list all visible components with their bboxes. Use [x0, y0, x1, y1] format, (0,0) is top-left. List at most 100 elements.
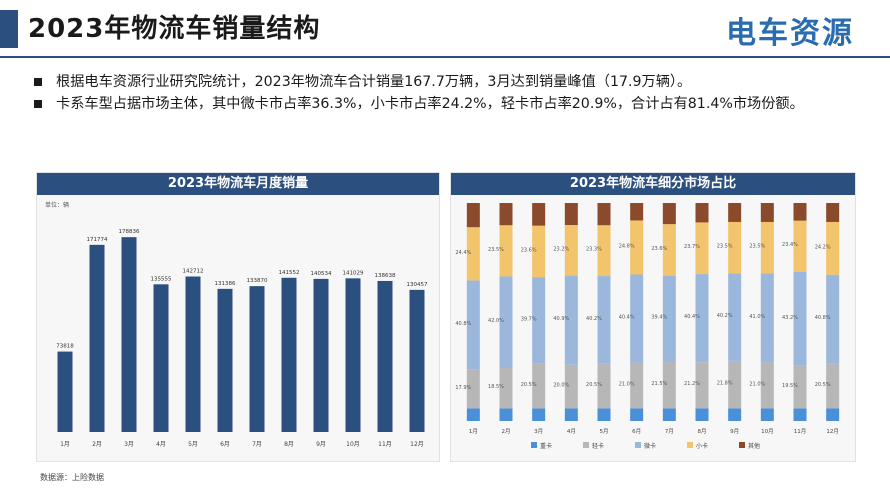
- x-tick-label: 3月: [534, 428, 543, 435]
- stack-segment: [532, 277, 546, 364]
- bar-value-label: 140534: [311, 271, 332, 277]
- monthly-sales-chart: 单位：辆 73818 1月 171774 2月 178836 3月 135555 4月 14271…: [45, 201, 428, 448]
- share-label-light-truck: 20.5%: [815, 382, 831, 388]
- stack-segment: [793, 408, 807, 421]
- bullet-square-icon: [34, 100, 42, 108]
- bar: [281, 277, 297, 432]
- bar-value-label: 141552: [279, 270, 300, 276]
- share-label-light-truck: 20.0%: [553, 383, 569, 389]
- legend-swatch: [531, 442, 537, 448]
- x-tick-label: 10月: [761, 428, 774, 435]
- stack-segment: [695, 222, 709, 275]
- x-tick-label: 6月: [220, 441, 230, 448]
- stack-segment: [662, 408, 676, 421]
- bullet-text: 根据电车资源行业研究院统计，2023年物流车合计销量167.7万辆，3月达到销量…: [56, 74, 692, 90]
- share-label-light-truck: 17.9%: [455, 385, 471, 391]
- share-label-micro-truck: 40.9%: [553, 316, 569, 322]
- stack-segment: [793, 203, 807, 221]
- share-label-micro-truck: 43.2%: [782, 315, 798, 321]
- stack-segment: [532, 225, 546, 278]
- stack-segment: [826, 203, 840, 222]
- segment-share-chart: 24.4% 40.8% 17.9% 1月 23.5% 42.0% 18.5% 2月 23.6% 3…: [455, 203, 840, 450]
- share-label-micro-truck: 40.4%: [619, 315, 635, 321]
- bar: [249, 286, 265, 432]
- stack-segment: [597, 225, 611, 277]
- bar-value-label: 135555: [151, 276, 172, 282]
- stack-segment: [466, 408, 480, 421]
- stack-segment: [630, 362, 644, 409]
- stack-segment: [728, 273, 742, 361]
- share-label-small-truck: 24.8%: [619, 243, 635, 249]
- x-tick-label: 6月: [632, 428, 641, 435]
- share-label-small-truck: 23.2%: [553, 246, 569, 252]
- x-tick-label: 7月: [252, 441, 262, 448]
- legend-swatch: [739, 442, 745, 448]
- stack-segment: [662, 203, 676, 225]
- stack-segment: [760, 203, 774, 222]
- stack-segment: [564, 408, 578, 421]
- x-tick-label: 8月: [284, 441, 294, 448]
- bullet-square-icon: [34, 78, 42, 86]
- share-label-light-truck: 21.5%: [651, 381, 667, 387]
- legend-label: 其他: [748, 442, 760, 450]
- bar-value-label: 178836: [119, 229, 140, 235]
- share-label-light-truck: 21.8%: [717, 381, 733, 387]
- stack-segment: [630, 408, 644, 421]
- bar-value-label: 73818: [56, 344, 74, 350]
- stack-segment: [662, 275, 676, 362]
- stack-segment: [826, 363, 840, 409]
- x-tick-label: 2月: [92, 441, 102, 448]
- stack-segment: [466, 280, 480, 370]
- x-tick-label: 5月: [188, 441, 198, 448]
- monthly-sales-title: 2023年物流车月度销量: [37, 173, 439, 195]
- legend-swatch: [687, 442, 693, 448]
- bar: [409, 289, 425, 432]
- share-label-light-truck: 21.2%: [684, 381, 700, 387]
- stack-segment: [532, 203, 546, 226]
- stack-segment: [662, 224, 676, 276]
- share-label-micro-truck: 40.8%: [455, 321, 471, 327]
- stack-segment: [499, 203, 513, 226]
- stack-segment: [564, 225, 578, 276]
- stack-segment: [630, 203, 644, 221]
- summary-bullets: 根据电车资源行业研究院统计，2023年物流车合计销量167.7万辆，3月达到销量…: [34, 72, 864, 116]
- stack-segment: [630, 274, 644, 363]
- share-label-light-truck: 21.0%: [619, 381, 635, 387]
- legend-label: 轻卡: [592, 442, 604, 450]
- x-tick-label: 9月: [730, 428, 739, 435]
- stack-segment: [532, 408, 546, 421]
- stack-segment: [695, 274, 709, 363]
- page-title: 2023年物流车销量结构: [28, 14, 321, 44]
- share-label-light-truck: 21.0%: [749, 381, 765, 387]
- x-tick-label: 12月: [826, 428, 839, 435]
- x-tick-label: 4月: [156, 441, 166, 448]
- x-tick-label: 5月: [600, 428, 609, 435]
- stack-segment: [630, 220, 644, 275]
- share-label-micro-truck: 42.0%: [488, 318, 504, 324]
- title-divider: [0, 56, 890, 58]
- bar-value-label: 133870: [247, 278, 268, 284]
- data-source-note: 数据源：上险数据: [40, 473, 104, 482]
- bullet-item: 根据电车资源行业研究院统计，2023年物流车合计销量167.7万辆，3月达到销量…: [34, 72, 864, 92]
- x-tick-label: 11月: [378, 441, 392, 448]
- stack-segment: [793, 365, 807, 409]
- share-label-micro-truck: 40.2%: [586, 316, 602, 322]
- legend-swatch: [635, 442, 641, 448]
- share-label-light-truck: 20.5%: [521, 382, 537, 388]
- bar-value-label: 171774: [87, 237, 108, 243]
- bar-value-label: 141029: [343, 270, 364, 276]
- stack-segment: [466, 203, 480, 228]
- stack-segment: [728, 360, 742, 409]
- share-label-small-truck: 23.5%: [488, 247, 504, 253]
- segment-share-title: 2023年物流车细分市场占比: [451, 173, 855, 195]
- stack-segment: [466, 227, 480, 281]
- monthly-sales-panel: 2023年物流车月度销量 单位：辆 73818 1月 171774 2月 178836 3月…: [36, 172, 440, 462]
- share-label-micro-truck: 40.8%: [815, 315, 831, 321]
- x-tick-label: 4月: [567, 428, 576, 435]
- share-label-light-truck: 20.5%: [586, 382, 602, 388]
- stack-segment: [499, 276, 513, 369]
- bar-value-label: 138638: [375, 273, 396, 279]
- bar: [377, 280, 393, 432]
- bar: [313, 278, 329, 432]
- stack-segment: [597, 408, 611, 421]
